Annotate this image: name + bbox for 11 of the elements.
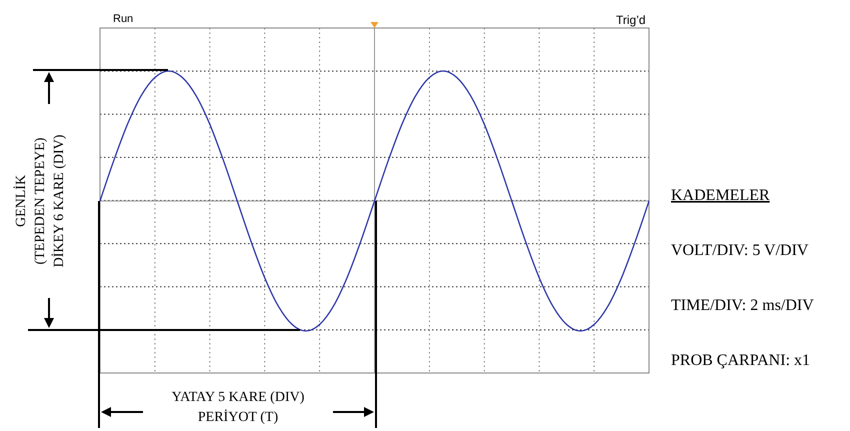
text: PERİYOT (T) <box>198 409 278 425</box>
text: KADEMELER <box>671 187 770 204</box>
text: TIME/DIV: 2 ms/DIV <box>671 297 814 314</box>
text: PROB ÇARPANI: x1 <box>671 352 810 369</box>
text: (TEPEDEN TEPEYE) <box>33 137 48 264</box>
text: Run <box>113 13 134 25</box>
text: DİKEY 6 KARE (DIV) <box>51 134 67 268</box>
text: GENLİK <box>13 174 29 228</box>
text: VOLT/DIV: 5 V/DIV <box>671 242 809 259</box>
text: YATAY 5 KARE (DIV) <box>172 390 305 405</box>
text: Trig’d <box>616 13 646 27</box>
